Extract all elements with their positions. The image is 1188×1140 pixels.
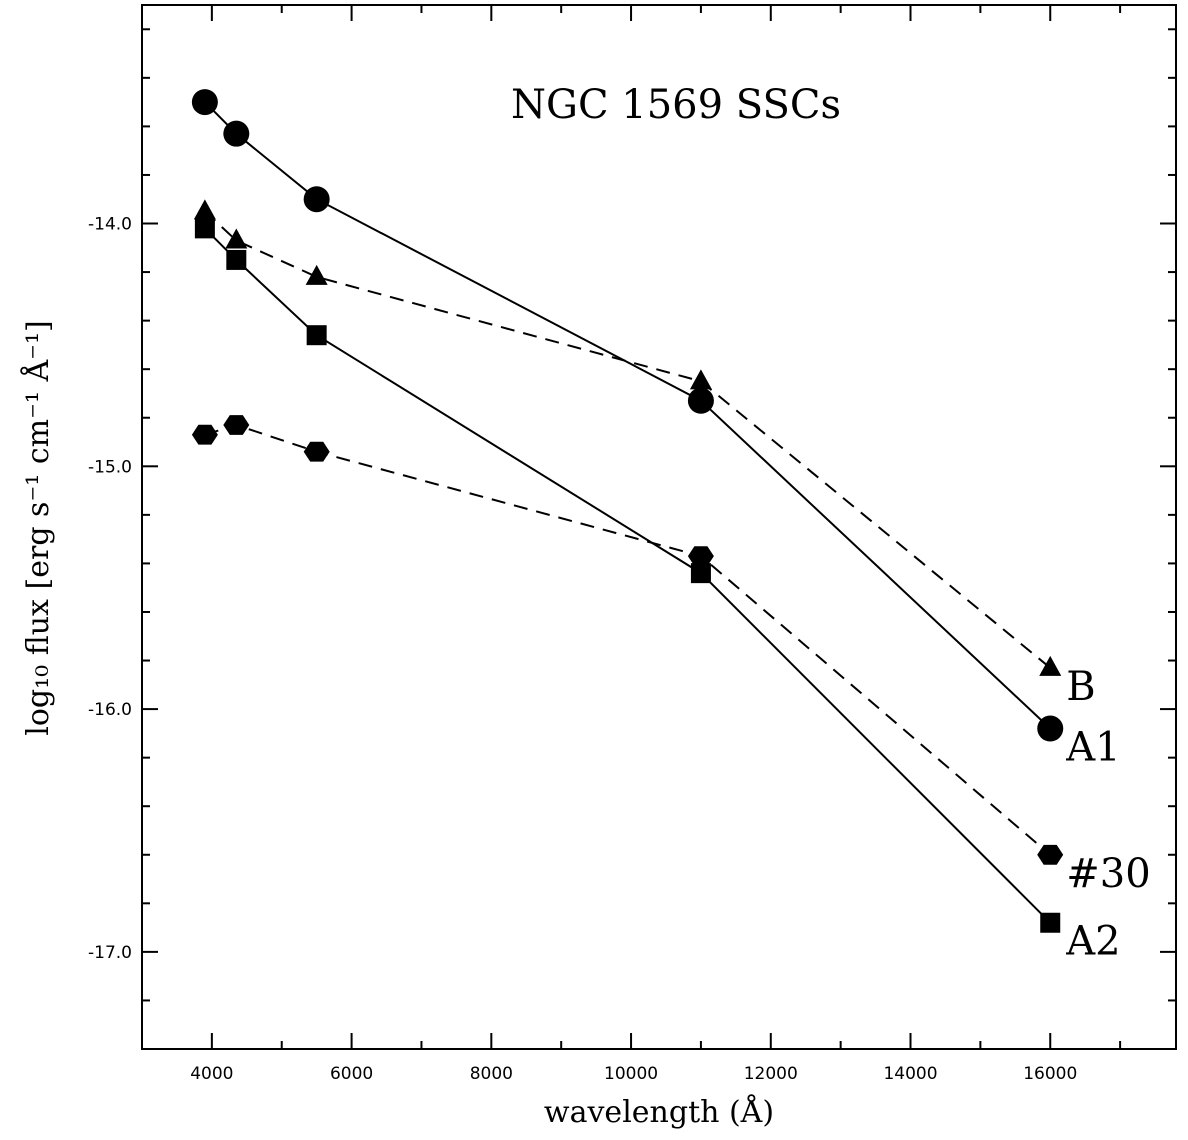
chart-title: NGC 1569 SSCs	[511, 82, 841, 128]
series-label: A1	[1065, 725, 1120, 771]
data-point-A1	[191, 89, 218, 116]
series-line-A2	[204, 227, 1051, 924]
axis-ticks	[141, 5, 1176, 1050]
y-tick-label: -17.0	[88, 943, 132, 963]
data-point-B	[225, 228, 248, 249]
data-point-B	[193, 199, 216, 220]
series-line-B	[204, 210, 1051, 669]
data-point-A1	[303, 186, 330, 213]
series-label: #30	[1066, 851, 1150, 897]
series-label: B	[1066, 664, 1095, 710]
x-tick-label: 14000	[883, 1064, 937, 1084]
x-axis-title: wavelength (Å)	[544, 1094, 774, 1130]
x-tick-label: 16000	[1023, 1064, 1077, 1084]
series-line-A1	[204, 101, 1051, 730]
data-point-n30	[1037, 844, 1064, 865]
data-point-A2	[1040, 912, 1061, 933]
y-tick-label: -14.0	[88, 215, 132, 235]
plot-frame	[141, 4, 1177, 1050]
y-tick-label: -16.0	[88, 700, 132, 720]
data-point-B	[1039, 655, 1062, 676]
data-point-n30	[223, 415, 250, 435]
series-markers	[191, 89, 1064, 933]
series-line-n30	[204, 423, 1051, 856]
data-point-n30	[303, 441, 330, 462]
y-axis-title: log₁₀ flux [erg s⁻¹ cm⁻¹ Å⁻¹]	[20, 320, 56, 735]
x-tick-label: 6000	[330, 1064, 373, 1084]
series-lines	[204, 101, 1051, 924]
y-tick-label: -15.0	[88, 457, 132, 477]
data-point-A2	[690, 563, 711, 584]
x-tick-label: 10000	[604, 1064, 658, 1084]
data-point-B	[689, 369, 712, 390]
data-point-B	[305, 264, 328, 285]
data-point-A1	[1037, 715, 1064, 742]
data-point-A2	[306, 325, 327, 346]
data-point-n30	[687, 546, 714, 566]
series-label: A2	[1065, 919, 1120, 965]
x-tick-label: 8000	[470, 1064, 513, 1084]
x-tick-label: 4000	[190, 1064, 233, 1084]
data-point-A1	[687, 387, 714, 414]
x-tick-label: 12000	[744, 1064, 798, 1084]
data-point-A1	[223, 120, 250, 147]
data-point-A2	[194, 218, 215, 239]
data-point-A2	[226, 249, 247, 270]
tick-labels: 4000 6000 8000 10000 12000 14000 16000 -14.0 -15…	[88, 215, 1151, 1084]
data-point-n30	[191, 424, 218, 445]
